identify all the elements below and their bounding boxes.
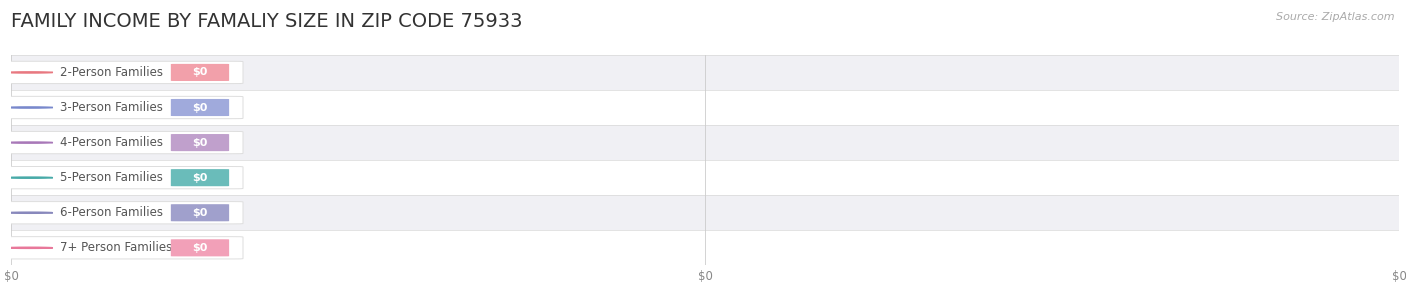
Text: $0: $0 xyxy=(193,208,208,218)
FancyBboxPatch shape xyxy=(172,134,229,151)
Text: FAMILY INCOME BY FAMALIY SIZE IN ZIP CODE 75933: FAMILY INCOME BY FAMALIY SIZE IN ZIP COD… xyxy=(11,12,523,31)
Bar xyxy=(11,90,1399,125)
FancyBboxPatch shape xyxy=(172,239,229,257)
Bar xyxy=(11,195,1399,230)
Text: 3-Person Families: 3-Person Families xyxy=(60,101,163,114)
FancyBboxPatch shape xyxy=(1,202,243,224)
Bar xyxy=(11,55,1399,90)
FancyBboxPatch shape xyxy=(172,169,229,186)
Text: $0: $0 xyxy=(193,243,208,253)
Bar xyxy=(11,230,1399,265)
FancyBboxPatch shape xyxy=(1,237,243,259)
Text: $0: $0 xyxy=(193,102,208,113)
Text: $0: $0 xyxy=(193,173,208,183)
Circle shape xyxy=(6,142,53,143)
Text: Source: ZipAtlas.com: Source: ZipAtlas.com xyxy=(1277,12,1395,22)
Bar xyxy=(11,125,1399,160)
FancyBboxPatch shape xyxy=(1,131,243,154)
Text: 5-Person Families: 5-Person Families xyxy=(60,171,163,184)
FancyBboxPatch shape xyxy=(1,167,243,189)
Text: $0: $0 xyxy=(193,138,208,148)
FancyBboxPatch shape xyxy=(1,96,243,119)
FancyBboxPatch shape xyxy=(1,61,243,84)
Bar xyxy=(11,160,1399,195)
FancyBboxPatch shape xyxy=(172,99,229,116)
Circle shape xyxy=(6,212,53,213)
Text: 2-Person Families: 2-Person Families xyxy=(60,66,163,79)
Text: 6-Person Families: 6-Person Families xyxy=(60,206,163,219)
Text: 7+ Person Families: 7+ Person Families xyxy=(60,241,172,254)
Circle shape xyxy=(6,107,53,108)
Circle shape xyxy=(6,247,53,248)
FancyBboxPatch shape xyxy=(172,204,229,221)
Text: $0: $0 xyxy=(193,67,208,77)
Text: 4-Person Families: 4-Person Families xyxy=(60,136,163,149)
FancyBboxPatch shape xyxy=(172,64,229,81)
Circle shape xyxy=(6,72,53,73)
Circle shape xyxy=(6,177,53,178)
